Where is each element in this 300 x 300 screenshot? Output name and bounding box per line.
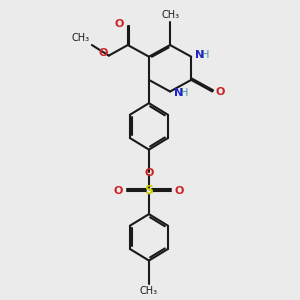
Text: O: O xyxy=(115,19,124,29)
Text: O: O xyxy=(215,86,225,97)
Text: O: O xyxy=(144,168,154,178)
Text: CH₃: CH₃ xyxy=(72,33,90,43)
Text: CH₃: CH₃ xyxy=(140,286,158,296)
Text: S: S xyxy=(144,184,153,197)
Text: O: O xyxy=(175,186,184,196)
Text: H: H xyxy=(181,88,188,98)
Text: N: N xyxy=(174,88,183,98)
Text: N: N xyxy=(195,50,204,60)
Text: O: O xyxy=(98,49,108,58)
Text: CH₃: CH₃ xyxy=(161,10,179,20)
Text: O: O xyxy=(114,186,123,196)
Text: H: H xyxy=(202,50,210,60)
